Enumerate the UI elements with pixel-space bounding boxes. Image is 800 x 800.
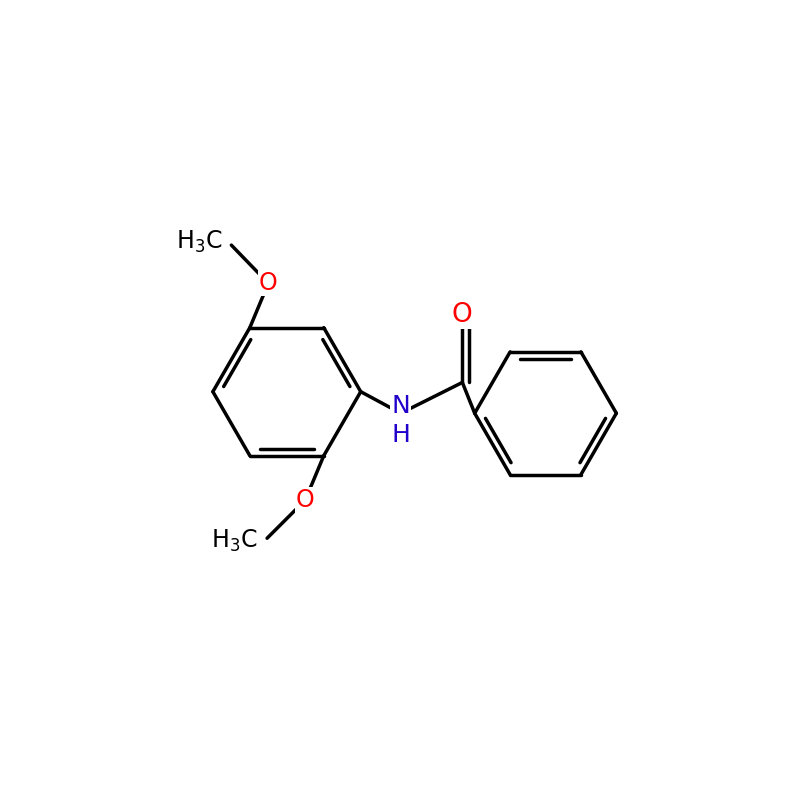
Text: H$_3$C: H$_3$C [176,229,222,255]
Text: H: H [391,422,410,446]
Text: O: O [296,488,314,512]
Text: N: N [391,394,410,418]
Text: O: O [259,271,278,295]
Text: O: O [452,302,473,328]
Text: H$_3$C: H$_3$C [211,528,258,554]
